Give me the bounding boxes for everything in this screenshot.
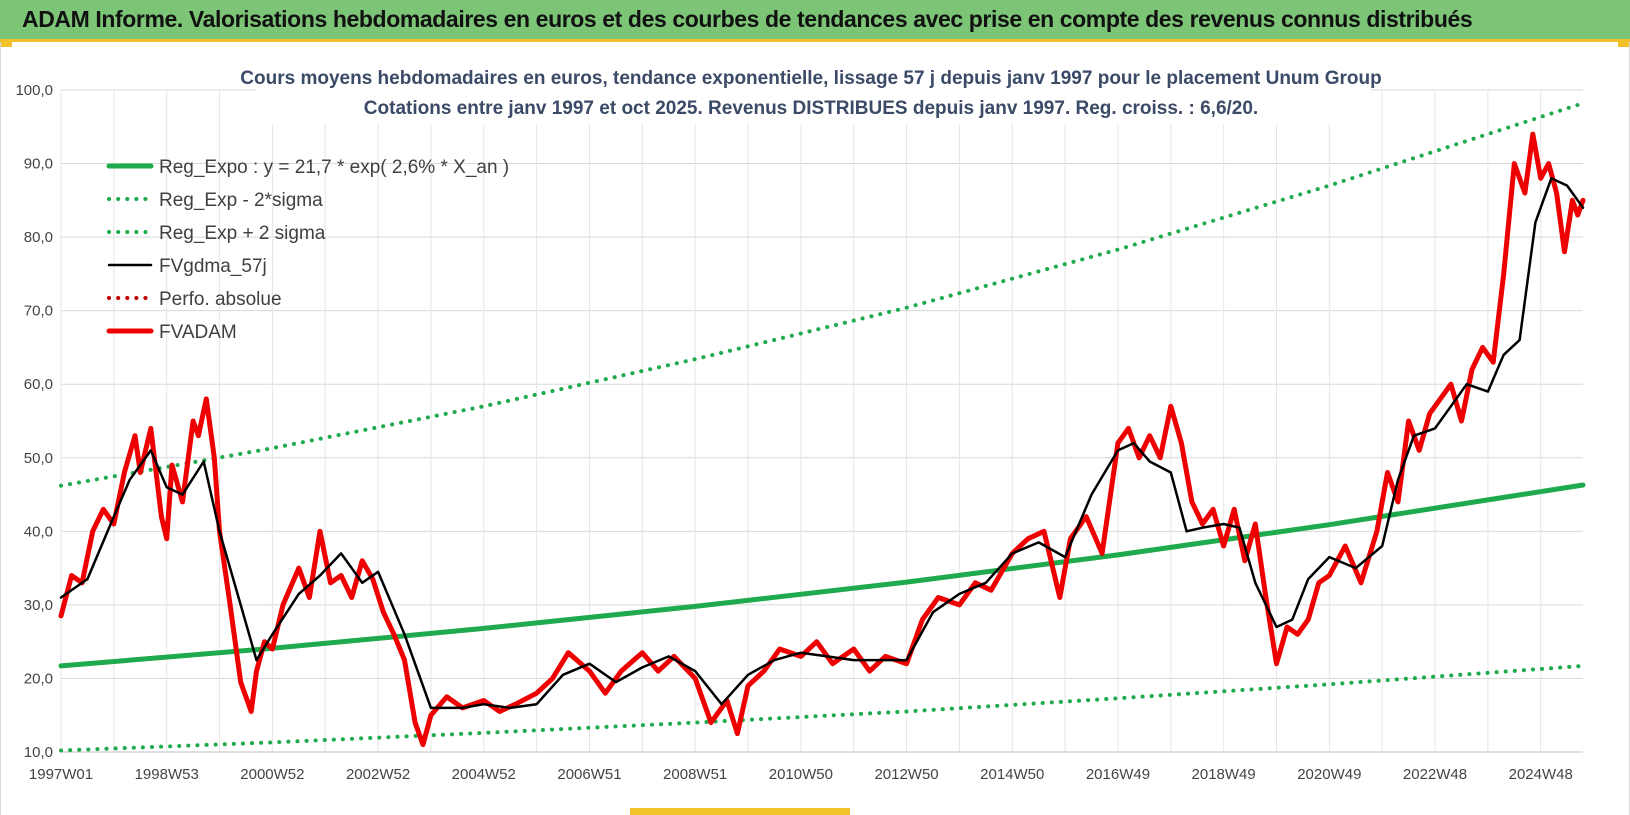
- y-tick-label: 70,0: [24, 303, 53, 320]
- line-chart: 10,0 20,0 30,0 40,0 50,0 60,0 70,0 80,0 90,0 100,…: [15, 62, 1586, 783]
- x-tick-label: 2018W49: [1192, 766, 1256, 783]
- x-tick-label: 2008W51: [663, 766, 727, 783]
- series-line-2: [59, 101, 1585, 488]
- x-tick-label: 2002W52: [346, 766, 410, 783]
- chart-title-line2: Cotations entre janv 1997 et oct 2025. R…: [364, 98, 1258, 119]
- x-tick-label: 1997W01: [29, 766, 93, 783]
- corner-accent-right: [1618, 42, 1630, 47]
- chart-legend: Reg_Expo : y = 21,7 * exp( 2,6% * X_an )…: [106, 157, 509, 343]
- y-tick-label: 60,0: [24, 376, 53, 393]
- y-tick-label: 10,0: [24, 744, 53, 761]
- page-title: ADAM Informe. Valorisations hebdomadaire…: [22, 6, 1473, 32]
- y-tick-label: 40,0: [24, 523, 53, 540]
- legend-label: Perfo. absolue: [159, 289, 282, 310]
- x-tick-label: 2022W48: [1403, 766, 1467, 783]
- x-tick-label: 2010W50: [769, 766, 833, 783]
- x-axis: 1997W01 1998W53 2000W52 2002W52 2004W52 2006W…: [29, 751, 1583, 783]
- y-tick-label: 30,0: [24, 597, 53, 614]
- bottom-accent: [630, 808, 850, 815]
- series-line-1: [59, 663, 1585, 753]
- chart-title-line1: Cours moyens hebdomadaires en euros, ten…: [240, 68, 1381, 89]
- y-tick-label: 100,0: [15, 82, 53, 99]
- legend-label: Reg_Exp - 2*sigma: [159, 190, 323, 211]
- x-tick-label: 1998W53: [135, 766, 199, 783]
- x-tick-label: 2020W49: [1297, 766, 1361, 783]
- x-tick-label: 2024W48: [1509, 766, 1573, 783]
- legend-label: FVADAM: [159, 322, 237, 343]
- x-tick-label: 2014W50: [980, 766, 1044, 783]
- x-tick-label: 2006W51: [557, 766, 621, 783]
- x-tick-label: 2012W50: [874, 766, 938, 783]
- header-bar: ADAM Informe. Valorisations hebdomadaire…: [0, 0, 1630, 42]
- chart-series: [58, 101, 1586, 753]
- title-background: [256, 62, 1371, 124]
- series-line-0: [58, 482, 1586, 669]
- y-axis: 10,0 20,0 30,0 40,0 50,0 60,0 70,0 80,0 90,0 100,…: [15, 82, 53, 761]
- legend-label: FVgdma_57j: [159, 256, 267, 277]
- legend-label: Reg_Exp + 2 sigma: [159, 223, 326, 244]
- series-line-5: [58, 131, 1586, 748]
- y-tick-label: 90,0: [24, 156, 53, 173]
- y-tick-label: 80,0: [24, 229, 53, 246]
- x-tick-label: 2016W49: [1086, 766, 1150, 783]
- y-tick-label: 20,0: [24, 670, 53, 687]
- x-tick-label: 2000W52: [240, 766, 304, 783]
- corner-accent-left: [0, 42, 12, 47]
- y-tick-label: 50,0: [24, 450, 53, 467]
- chart-frame: 10,0 20,0 30,0 40,0 50,0 60,0 70,0 80,0 90,0 100,…: [0, 42, 1630, 815]
- series-line-3: [59, 177, 1585, 710]
- legend-label: Reg_Expo : y = 21,7 * exp( 2,6% * X_an ): [159, 157, 509, 178]
- chart-titles: Cours moyens hebdomadaires en euros, ten…: [240, 62, 1382, 124]
- x-tick-label: 2004W52: [452, 766, 516, 783]
